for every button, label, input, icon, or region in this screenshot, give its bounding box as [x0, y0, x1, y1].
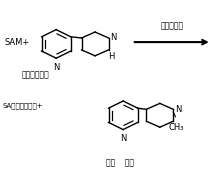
- Text: （烟    碱）: （烟 碱）: [106, 158, 134, 167]
- Text: CH₃: CH₃: [169, 123, 184, 132]
- Text: N: N: [53, 63, 59, 72]
- Text: （去甲烟碱）: （去甲烟碱）: [22, 70, 49, 80]
- Text: H: H: [108, 52, 114, 61]
- Text: N: N: [110, 33, 117, 42]
- Text: N: N: [120, 134, 126, 143]
- Text: SAM+: SAM+: [4, 38, 30, 47]
- Text: SA同型半胱氨酸+: SA同型半胱氨酸+: [2, 103, 43, 109]
- Text: 甲基转移醂: 甲基转移醂: [160, 21, 183, 30]
- Text: N: N: [175, 105, 181, 114]
